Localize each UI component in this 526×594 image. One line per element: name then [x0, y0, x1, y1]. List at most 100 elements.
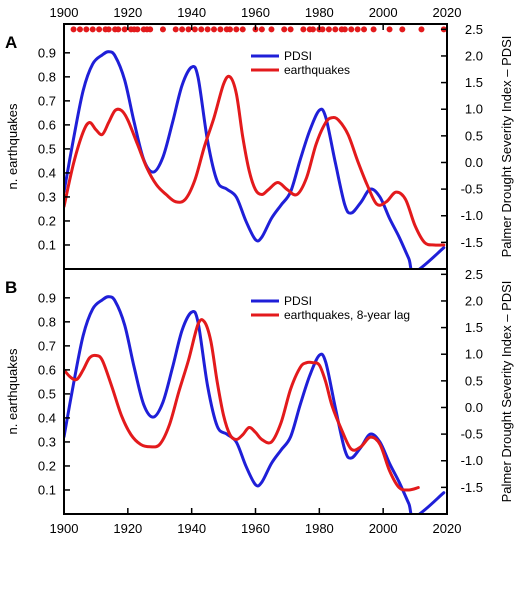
left-axis-tick-label: 0.4 [38, 410, 56, 425]
plot-frame [63, 268, 448, 515]
panel-label: A [5, 33, 17, 52]
x-axis-tick-label: 1960 [241, 521, 270, 536]
earthquake-event-dot [309, 26, 316, 33]
right-axis-tick-label: 2.0 [465, 293, 483, 308]
earthquake-event-dot [370, 26, 377, 33]
earthquake-event-dot [386, 26, 393, 33]
earthquake-event-dot [96, 26, 103, 33]
plot-frame [63, 23, 448, 270]
legend-label: earthquakes, 8-year lag [284, 308, 410, 322]
earthquake-event-dot [172, 26, 179, 33]
right-axis-tick-label: -1.0 [461, 208, 483, 223]
earthquake-event-dot [83, 26, 90, 33]
right-axis-tick-label: -0.5 [461, 427, 483, 442]
x-axis-tick-label: 2020 [433, 521, 462, 536]
left-axis-tick-label: 0.3 [38, 189, 56, 204]
earthquake-event-dot [361, 26, 368, 33]
earthquake-event-dot [281, 26, 288, 33]
left-axis-tick-label: 0.6 [38, 117, 56, 132]
left-axis-tick-label: 0.8 [38, 69, 56, 84]
left-axis-tick-label: 0.1 [38, 482, 56, 497]
left-axis-tick-label: 0.6 [38, 362, 56, 377]
earthquake-event-dot [211, 26, 218, 33]
earthquake-event-dot [348, 26, 355, 33]
earthquake-event-dot [204, 26, 211, 33]
left-axis-tick-label: 0.9 [38, 290, 56, 305]
left-axis-label: n. earthquakes [5, 103, 20, 190]
earthquakes-series-line [64, 74, 446, 247]
right-axis-tick-label: -1.0 [461, 453, 483, 468]
earthquake-event-dot [226, 26, 233, 33]
earthquake-event-dot [341, 26, 348, 33]
right-axis-tick-label: -0.5 [461, 182, 483, 197]
earthquake-event-dot [121, 26, 128, 33]
earthquake-event-dot [258, 26, 265, 33]
earthquake-event-dot [319, 26, 326, 33]
earthquake-event-dot [418, 26, 425, 33]
left-axis-tick-label: 0.5 [38, 386, 56, 401]
earthquake-event-dot [217, 26, 224, 33]
earthquake-event-dot [185, 26, 192, 33]
x-axis-tick-label: 1920 [113, 5, 142, 20]
x-axis-tick-label: 2000 [369, 521, 398, 536]
earthquake-event-dot [134, 26, 141, 33]
left-axis-tick-label: 0.4 [38, 165, 56, 180]
right-axis-tick-label: 1.5 [465, 75, 483, 90]
earthquake-event-dot [300, 26, 307, 33]
x-axis-tick-label: 1980 [305, 521, 334, 536]
legend-label: PDSI [284, 49, 312, 63]
earthquake-event-dot [332, 26, 339, 33]
left-axis-tick-label: 0.1 [38, 237, 56, 252]
earthquake-event-dot [233, 26, 240, 33]
right-axis-tick-label: 2.5 [465, 267, 483, 282]
right-axis-tick-label: 1.0 [465, 102, 483, 117]
right-axis-tick-label: 0.5 [465, 128, 483, 143]
right-axis-tick-label: -1.5 [461, 480, 483, 495]
left-axis-tick-label: 0.7 [38, 338, 56, 353]
right-axis-tick-label: 1.0 [465, 347, 483, 362]
x-axis-tick-label: 1900 [50, 5, 79, 20]
right-axis-tick-label: -1.5 [461, 235, 483, 250]
right-axis-tick-label: 0.0 [465, 155, 483, 170]
left-axis-tick-label: 0.3 [38, 434, 56, 449]
legend-label: earthquakes [284, 63, 350, 77]
x-axis-tick-label: 1960 [241, 5, 270, 20]
earthquake-event-dot [105, 26, 112, 33]
earthquake-event-dot [159, 26, 166, 33]
earthquake-event-dot [179, 26, 186, 33]
left-axis-tick-label: 0.8 [38, 314, 56, 329]
earthquakes-series-line [64, 318, 420, 492]
right-axis-tick-label: 1.5 [465, 320, 483, 335]
left-axis-tick-label: 0.2 [38, 458, 56, 473]
right-axis-label: Palmer Drought Severity Index – PDSI [499, 36, 514, 258]
right-axis-tick-label: 0.5 [465, 373, 483, 388]
earthquake-event-dot [191, 26, 198, 33]
earthquake-event-dot [239, 26, 246, 33]
earthquake-event-dot [325, 26, 332, 33]
x-axis-tick-label: 2000 [369, 5, 398, 20]
earthquake-event-dot [70, 26, 77, 33]
earthquake-event-dot [198, 26, 205, 33]
earthquake-event-dot [115, 26, 122, 33]
earthquake-event-dot [76, 26, 83, 33]
left-axis-label: n. earthquakes [5, 348, 20, 435]
left-axis-tick-label: 0.9 [38, 45, 56, 60]
panel-b: 0.1 0.2 0.3 0.4 0.5 0.6 0.7 0.8 0.9 -1.5 -1.0 -0.5 0… [5, 267, 514, 536]
x-axis-tick-label: 1900 [50, 521, 79, 536]
panel-a: 0.1 0.2 0.3 0.4 0.5 0.6 0.7 0.8 0.9 -1.5 -1.0 -0.5 0… [5, 5, 514, 270]
earthquake-event-dot [354, 26, 361, 33]
earthquake-event-dot [268, 26, 275, 33]
x-axis-tick-label: 1940 [177, 5, 206, 20]
left-axis-tick-label: 0.2 [38, 213, 56, 228]
right-axis-tick-label: 2.0 [465, 48, 483, 63]
right-axis-tick-label: 2.5 [465, 22, 483, 37]
earthquake-event-dot [287, 26, 294, 33]
left-axis-tick-label: 0.7 [38, 93, 56, 108]
legend-label: PDSI [284, 294, 312, 308]
earthquake-event-dot [399, 26, 406, 33]
x-axis-tick-label: 1980 [305, 5, 334, 20]
earthquake-event-dot [89, 26, 96, 33]
left-axis-tick-label: 0.5 [38, 141, 56, 156]
pdsi-series-line [64, 50, 446, 269]
